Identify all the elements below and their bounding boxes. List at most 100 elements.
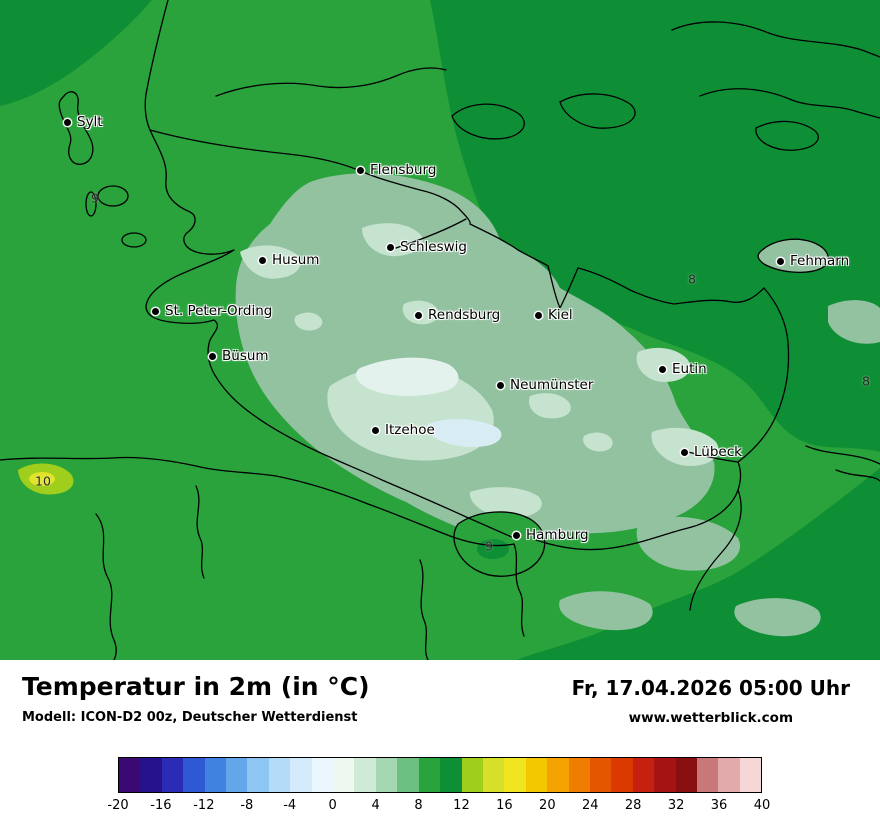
region-sage-south2	[559, 591, 653, 631]
region-hamburg-core	[477, 539, 509, 559]
legend-swatch	[183, 758, 205, 792]
legend-swatch	[589, 758, 612, 792]
city-marker: Büsum	[209, 348, 269, 364]
city-dot	[497, 381, 504, 389]
region-cold-lake	[428, 418, 502, 448]
legend-swatch	[611, 758, 633, 792]
info-right: Fr, 17.04.2026 05:00 Uhr www.wetterblick…	[572, 673, 850, 726]
city-label: Hamburg	[526, 527, 589, 543]
city-marker: Kiel	[535, 307, 573, 323]
legend-tick-label: -12	[193, 798, 215, 813]
city-marker: Itzehoe	[372, 422, 435, 438]
weather-map-svg	[0, 0, 880, 660]
city-label: St. Peter-Ording	[165, 303, 273, 319]
border-east	[689, 461, 742, 611]
city-marker: Schleswig	[387, 239, 467, 255]
legend-swatch	[226, 758, 248, 792]
city-label: Lübeck	[694, 444, 742, 460]
coastline-danish-isles2	[699, 88, 880, 119]
foehr-island	[97, 185, 129, 207]
legend-swatch	[696, 758, 719, 792]
city-dot	[387, 243, 394, 251]
region-mist	[356, 357, 459, 396]
coastline-denmark-south	[215, 67, 447, 97]
legend-swatch	[268, 758, 291, 792]
legend-tick-label: -20	[107, 798, 129, 813]
datetime-label: Fr, 17.04.2026 05:00 Uhr	[571, 676, 850, 700]
pellworm-island	[121, 232, 147, 248]
legend-tick-label: -4	[283, 798, 297, 813]
legend-tick-label: 36	[710, 798, 728, 813]
trave-river	[687, 451, 739, 463]
legend-swatch	[482, 758, 505, 792]
legend-swatch	[504, 758, 526, 792]
legend-tick-label: 20	[539, 798, 556, 813]
legend-tick-label: 32	[667, 798, 685, 813]
legend-tick-label: 24	[581, 798, 599, 813]
langeland-island	[755, 120, 819, 151]
legend-swatch	[161, 758, 184, 792]
river-southwest1	[95, 513, 117, 660]
city-dot	[659, 365, 666, 373]
river-southwest2	[195, 485, 205, 579]
legend-swatch	[140, 758, 162, 792]
legend-swatch	[418, 758, 441, 792]
region-sage-south3	[734, 598, 821, 637]
city-marker: Fehmarn	[777, 253, 849, 269]
river-south-hamburg	[513, 543, 525, 637]
city-dot	[259, 256, 266, 264]
city-marker: Flensburg	[357, 162, 436, 178]
city-marker: Eutin	[659, 361, 707, 377]
city-label: Sylt	[77, 114, 103, 130]
legend-swatch	[204, 758, 227, 792]
temperature-value-label: 9	[91, 190, 99, 206]
coastline-elbe-south	[0, 456, 515, 547]
temperature-value-label: 8	[688, 271, 696, 287]
city-marker: Neumünster	[497, 377, 593, 393]
legend-ticks: -20 -16 -12 -8 -4 0 4 8 12 16 20 24 28 32 36 40	[107, 796, 770, 820]
region-pale-schleswig	[362, 223, 423, 257]
legend-swatches	[118, 757, 762, 793]
region-warm-spot-core	[29, 472, 55, 486]
coastlines	[0, 0, 880, 660]
legend-swatch	[311, 758, 334, 792]
legend-tick-label: -16	[150, 798, 172, 813]
river-south1	[419, 559, 429, 660]
legend-swatch	[247, 758, 269, 792]
city-marker: Lübeck	[681, 444, 742, 460]
legend-swatch	[440, 758, 462, 792]
city-dot	[415, 311, 422, 319]
legend-swatch	[290, 758, 312, 792]
model-label: Modell: ICON-D2 00z, Deutscher Wetterdie…	[22, 709, 358, 725]
coastline-mecklenburg2	[835, 469, 880, 482]
temperature-legend: -20 -16 -12 -8 -4 0 4 8 12 16 20 24 28 32 36 40	[107, 757, 770, 820]
coastline-northsea	[145, 129, 515, 539]
als-island	[451, 103, 525, 140]
amrum-island	[85, 191, 97, 217]
region-pale-neumuenster	[528, 393, 571, 419]
region-pale-eutin	[636, 347, 690, 382]
legend-swatch	[675, 758, 697, 792]
temperature-value-label: 8	[862, 373, 870, 389]
legend-tick-label: 12	[453, 798, 470, 813]
city-dot	[372, 426, 379, 434]
legend-swatch	[333, 758, 355, 792]
city-dot	[152, 307, 159, 315]
city-label: Kiel	[548, 307, 573, 323]
weather-map: Sylt Flensburg Schleswig Husum St. Peter-Ord…	[0, 0, 880, 660]
region-pale-small2	[583, 432, 613, 452]
city-label: Eutin	[672, 361, 707, 377]
city-label: Schleswig	[400, 239, 467, 255]
city-marker: Husum	[259, 252, 319, 268]
city-dot	[777, 257, 784, 265]
city-label: Rendsburg	[428, 307, 501, 323]
region-pale-north-hamburg	[469, 487, 542, 519]
legend-swatch	[654, 758, 676, 792]
info-bar: Temperatur in 2m (in °C) Modell: ICON-D2…	[0, 660, 880, 752]
page-title: Temperatur in 2m (in °C)	[22, 672, 370, 701]
city-marker: St. Peter-Ording	[152, 303, 272, 319]
legend-tick-label: 0	[328, 798, 337, 813]
region-pale-small1	[294, 312, 323, 331]
region-sage-east-edge	[828, 300, 880, 344]
region-dark-northeast	[430, 0, 880, 452]
